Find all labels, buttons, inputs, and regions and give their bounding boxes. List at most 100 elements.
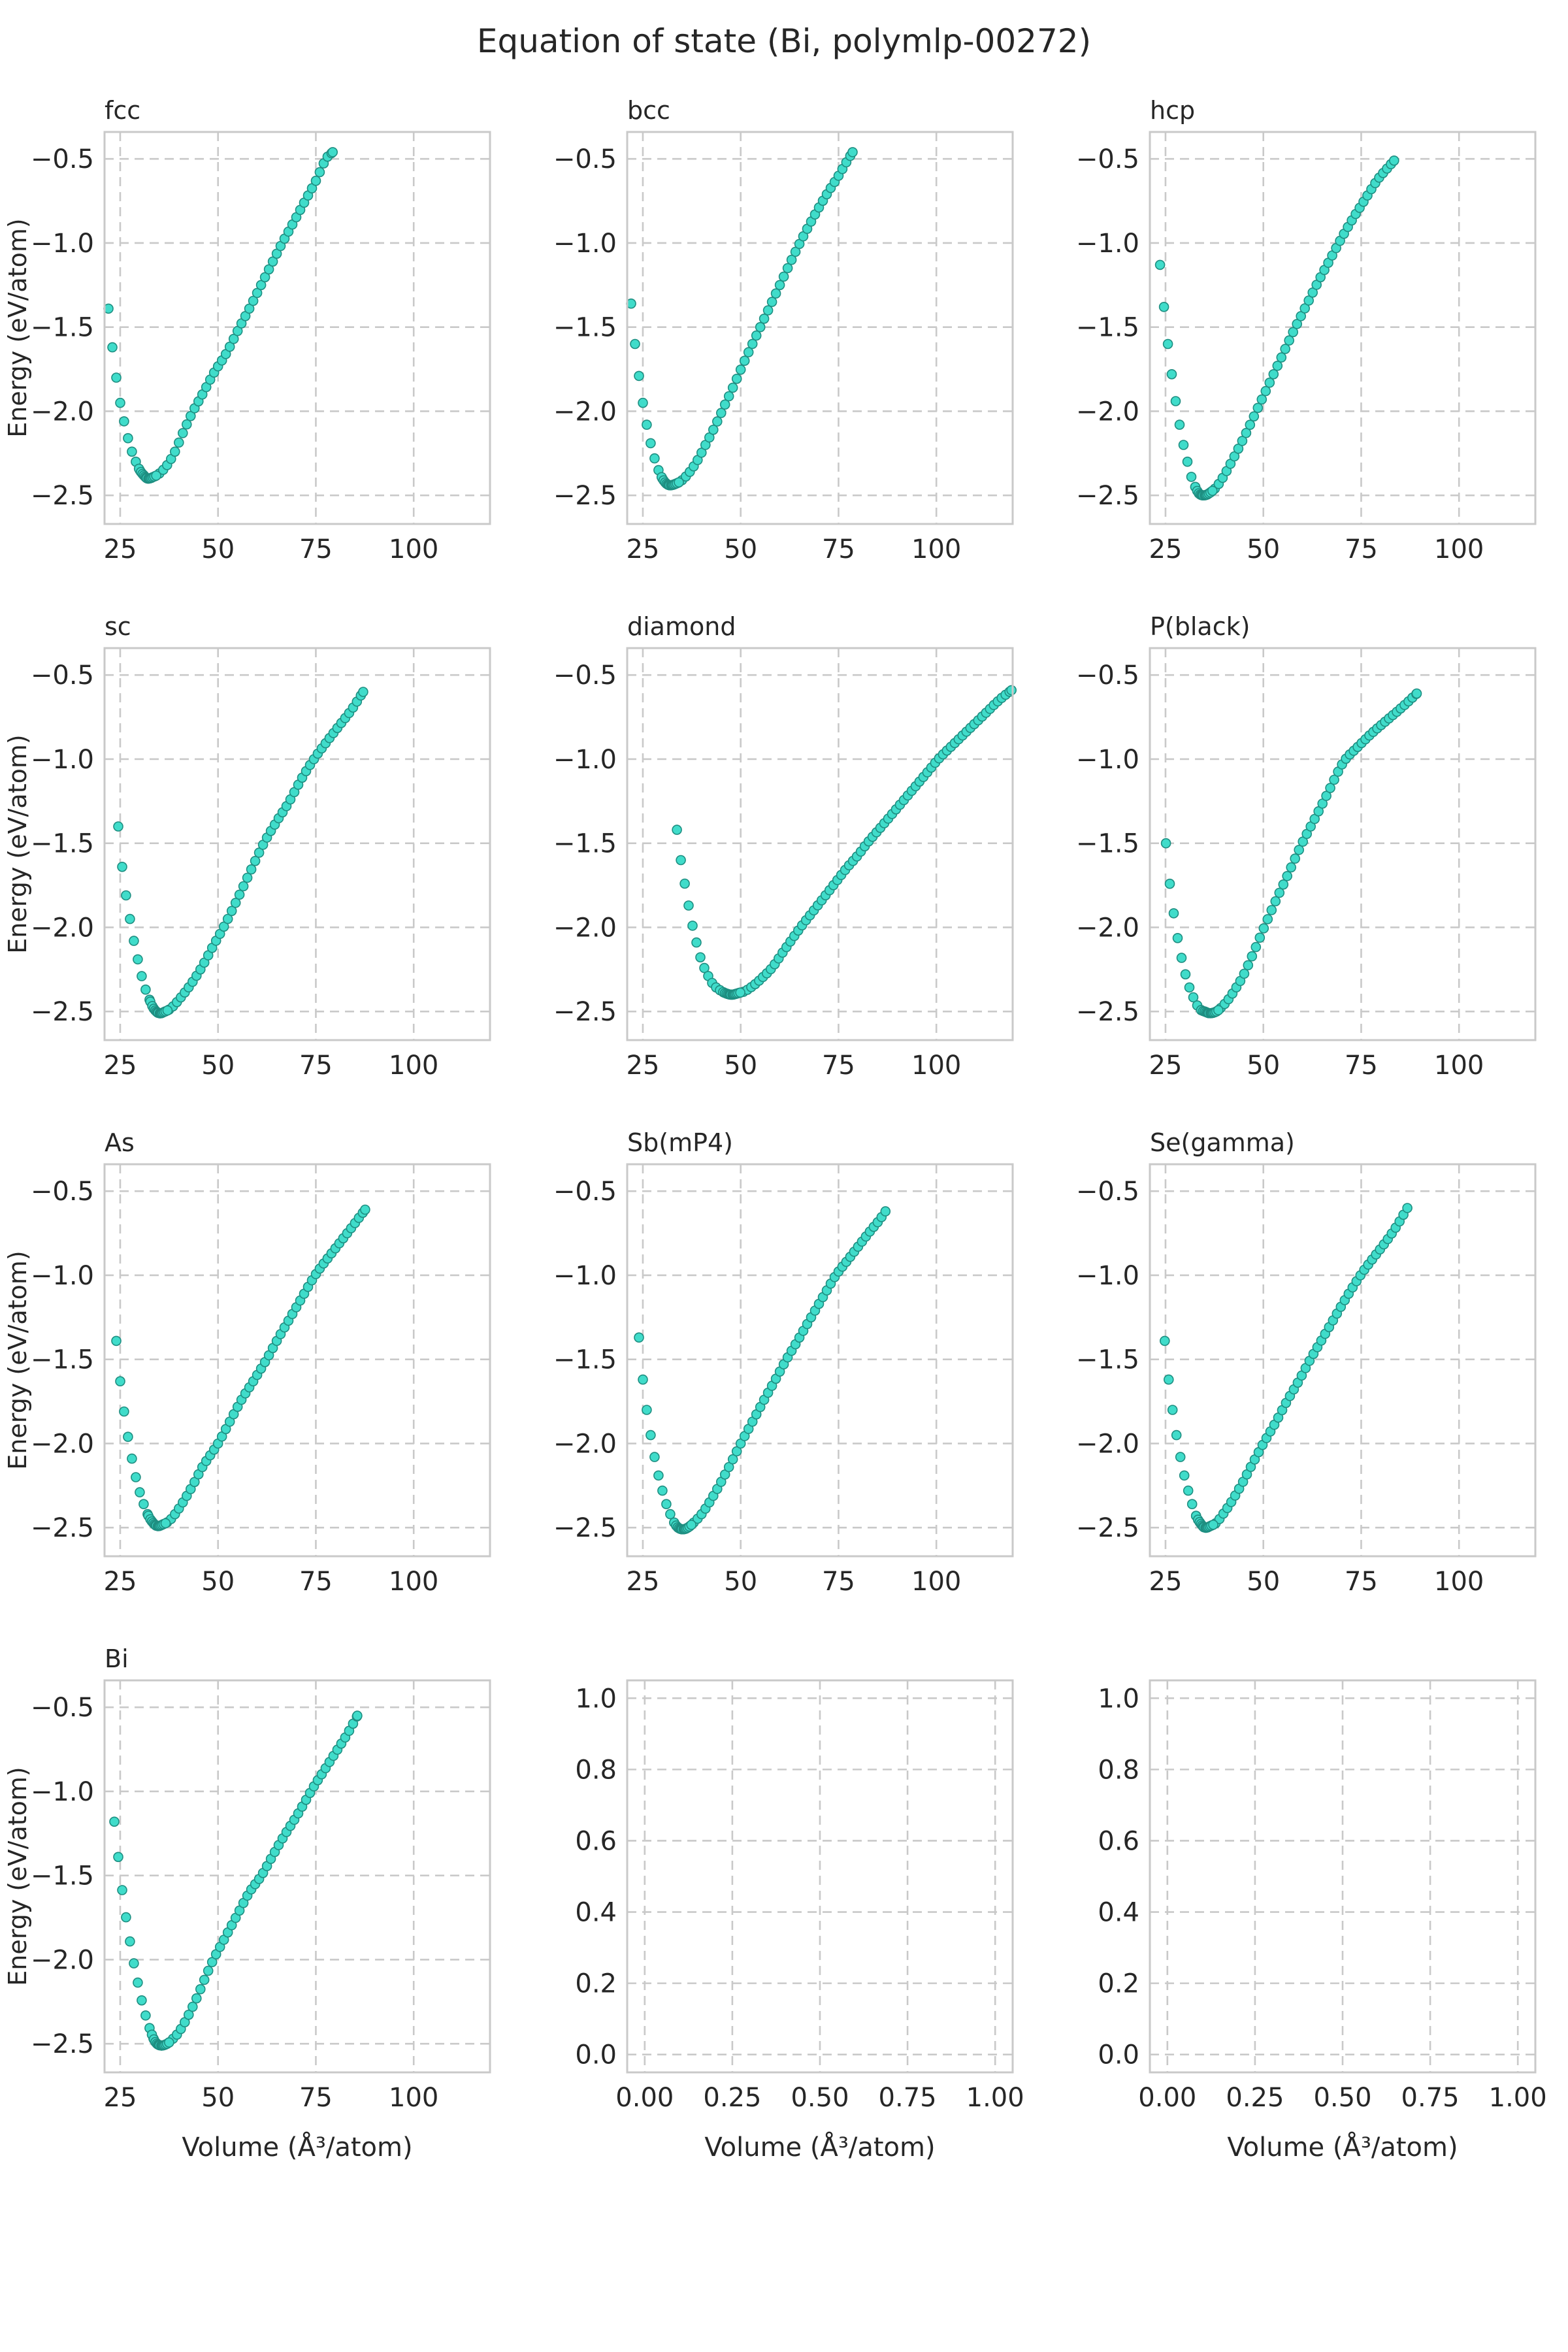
subplot-title: hcp (1150, 96, 1195, 125)
y-tick-label: −1.0 (31, 745, 94, 775)
subplot-sc: sc −0.5 −1.0 −1.5 −2.0 −2.5 25 50 75 100 Energy (e… (3, 612, 491, 1081)
data-point (226, 906, 237, 917)
x-tick-label: 0.50 (791, 2083, 849, 2113)
data-point (121, 890, 131, 901)
data-point (699, 962, 710, 973)
y-tick-label: −0.5 (553, 144, 617, 174)
y-tick-label: −2.0 (1076, 913, 1139, 943)
x-tick-label: 0.25 (1226, 2083, 1284, 2113)
data-point (1158, 301, 1169, 312)
subplot-title: fcc (105, 96, 140, 125)
subplot-cell-P(black): P(black) −0.5 −1.0 −1.5 −2.0 −2.5 25 50 75 100 (1045, 608, 1568, 1124)
x-tick-label: 0.25 (703, 2083, 761, 2113)
subplot-cell-Sb(mP4): Sb(mP4) −0.5 −1.0 −1.5 −2.0 −2.5 25 50 75 100 (523, 1124, 1045, 1640)
x-tick-label: 0.50 (1313, 2083, 1371, 2113)
data-point (129, 1958, 139, 1968)
subplot-cell-As: As −0.5 −1.0 −1.5 −2.0 −2.5 25 50 75 100 Energy (e… (0, 1124, 523, 1640)
data-point (1254, 932, 1266, 943)
y-tick-label: −2.0 (553, 1429, 617, 1459)
data-point (747, 338, 758, 350)
y-tick-label: −1.5 (1076, 313, 1139, 343)
y-tick-label: −0.5 (31, 144, 94, 174)
data-point (782, 263, 793, 274)
data-point (125, 913, 135, 924)
y-tick-label: −1.0 (31, 229, 94, 259)
data-point (163, 2037, 174, 2048)
data-point (672, 825, 682, 835)
data-point (1256, 394, 1267, 405)
data-point (1270, 896, 1281, 907)
data-point (183, 2009, 194, 2020)
x-tick-label: 25 (1149, 1567, 1183, 1597)
data-point (1183, 1485, 1194, 1496)
data-point (113, 1852, 123, 1863)
plot-area (105, 648, 490, 1040)
y-tick-label: −2.0 (31, 1429, 94, 1459)
y-tick-label: −1.0 (553, 1261, 617, 1291)
data-point (127, 1453, 137, 1464)
y-tick-label: 0.2 (575, 1969, 617, 1999)
data-point (238, 881, 249, 892)
y-tick-label: −0.5 (1076, 661, 1139, 691)
y-tick-label: 0.4 (575, 1898, 617, 1928)
data-point (751, 330, 762, 341)
data-point (1168, 908, 1179, 919)
data-point (1274, 887, 1285, 898)
scatter-series (113, 687, 368, 1019)
x-tick-label: 100 (1434, 1567, 1484, 1597)
axis-title-y: Energy (eV/atom) (3, 734, 32, 953)
data-point (645, 438, 656, 449)
subplot-cell-empty-11: 0.0 0.2 0.4 0.6 0.8 1.0 0.00 0.25 0.50 0.75 1.00 Vo… (1045, 1640, 1568, 2234)
scatter-series (1160, 1203, 1413, 1533)
data-point (1178, 440, 1189, 450)
data-point (310, 175, 321, 186)
subplot-As: As −0.5 −1.0 −1.5 −2.0 −2.5 25 50 75 100 Energy (e… (3, 1128, 491, 1597)
figure-suptitle: Equation of state (Bi, polymlp-00272) (476, 22, 1092, 60)
data-point (1162, 338, 1173, 350)
data-point (133, 1977, 143, 1988)
data-point (1249, 411, 1260, 422)
data-point (1245, 419, 1256, 431)
y-tick-label: 0.0 (575, 2040, 617, 2070)
subplot-bcc: bcc −0.5 −1.0 −1.5 −2.0 −2.5 25 50 75 100 (553, 96, 1014, 564)
x-tick-label: 75 (1345, 534, 1378, 564)
subplot-cell-bcc: bcc −0.5 −1.0 −1.5 −2.0 −2.5 25 50 75 100 (523, 91, 1045, 608)
data-point (1280, 344, 1291, 354)
data-point (113, 821, 123, 832)
y-tick-label: −0.5 (31, 661, 94, 691)
data-point (1243, 960, 1254, 971)
plot-spines (626, 647, 1014, 1041)
y-tick-label: −0.5 (31, 1693, 94, 1723)
data-point (119, 416, 129, 427)
data-point (676, 855, 686, 866)
data-point (731, 373, 742, 384)
data-point (314, 167, 325, 178)
data-point (127, 446, 137, 457)
data-point (674, 477, 684, 488)
data-point (665, 1509, 676, 1520)
data-point (250, 855, 261, 866)
subplot-cell-hcp: hcp −0.5 −1.0 −1.5 −2.0 −2.5 25 50 75 100 (1045, 91, 1568, 608)
data-point (1213, 1005, 1224, 1016)
x-tick-label: 100 (389, 2083, 438, 2113)
data-point (1252, 402, 1264, 414)
x-tick-label: 100 (911, 534, 961, 564)
data-point (1288, 327, 1299, 338)
data-point (1172, 932, 1183, 943)
data-point (199, 1974, 210, 1985)
data-point (755, 321, 766, 333)
y-tick-label: −1.0 (31, 1777, 94, 1807)
data-point (195, 1984, 206, 1995)
y-tick-label: −2.0 (31, 913, 94, 943)
data-point (711, 416, 723, 427)
data-point (645, 1429, 656, 1441)
data-point (107, 342, 118, 353)
x-tick-label: 25 (104, 534, 137, 564)
data-point (770, 288, 781, 299)
y-tick-label: −2.5 (1076, 1513, 1139, 1543)
x-tick-label: 100 (911, 1051, 961, 1081)
data-point (248, 295, 259, 306)
data-point (774, 280, 785, 291)
subplot-P(black): P(black) −0.5 −1.0 −1.5 −2.0 −2.5 25 50 75 100 (1076, 612, 1537, 1081)
data-point (119, 1406, 129, 1417)
